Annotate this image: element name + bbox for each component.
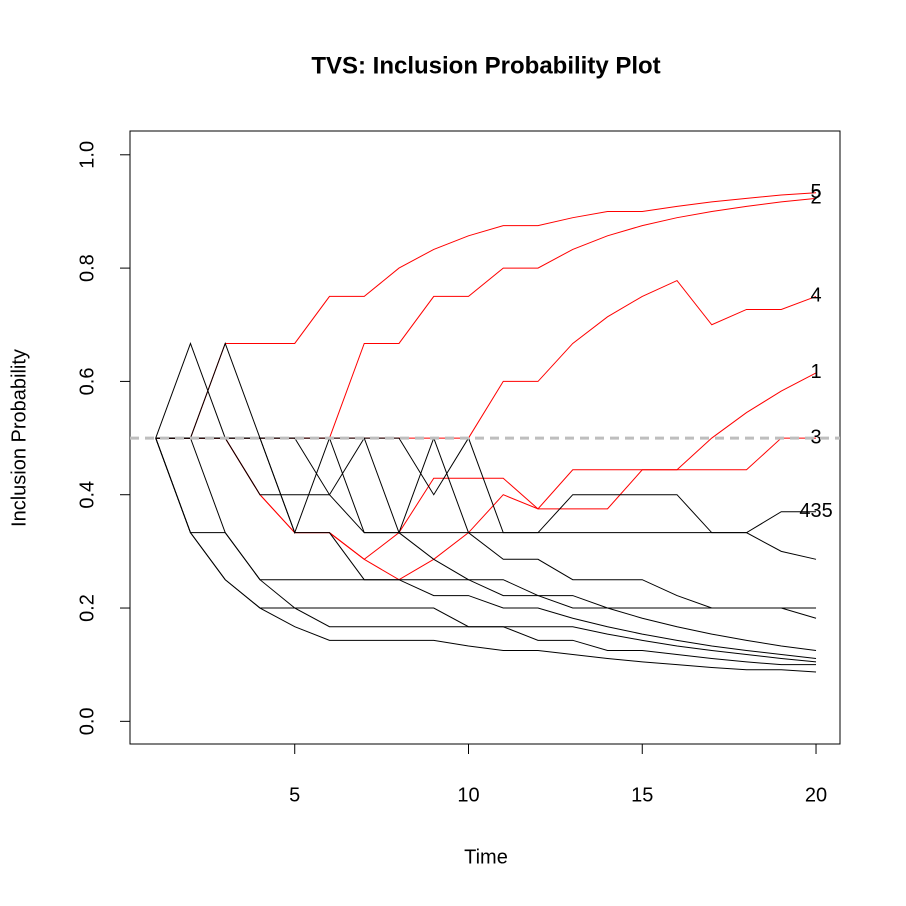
- series-line: [155, 437, 817, 663]
- series-label: 2: [810, 187, 821, 209]
- series-label: 4: [810, 285, 821, 307]
- series-line: [155, 437, 817, 581]
- series-line: [155, 342, 817, 659]
- series-label: 435: [799, 500, 832, 522]
- x-tick-label: 15: [631, 784, 653, 806]
- chart-title: TVS: Inclusion Probability Plot: [311, 52, 660, 79]
- x-tick-label: 20: [805, 784, 827, 806]
- series-line: [155, 437, 817, 666]
- y-tick-label: 0.4: [76, 481, 98, 509]
- series-line: [155, 342, 817, 652]
- x-axis-label: Time: [464, 846, 508, 868]
- y-axis-label: Inclusion Probability: [8, 349, 30, 527]
- series-line: [155, 436, 817, 619]
- series-label: 5: [810, 181, 821, 203]
- series-line: [155, 436, 817, 560]
- x-tick-label: 10: [457, 784, 479, 806]
- series-line: [155, 437, 817, 673]
- y-tick-label: 0.6: [76, 368, 98, 396]
- series-label: 3: [810, 426, 821, 448]
- series-line: [155, 192, 817, 439]
- y-tick-label: 0.2: [76, 594, 98, 622]
- series-label: 1: [810, 361, 821, 383]
- x-tick-label: 5: [289, 784, 300, 806]
- series-line: [155, 437, 817, 609]
- series-line: [155, 279, 817, 439]
- series-line: [155, 437, 817, 534]
- y-tick-label: 1.0: [76, 141, 98, 169]
- y-tick-label: 0.0: [76, 707, 98, 735]
- series-line: [155, 197, 817, 439]
- series-line: [155, 372, 817, 560]
- y-tick-label: 0.8: [76, 254, 98, 282]
